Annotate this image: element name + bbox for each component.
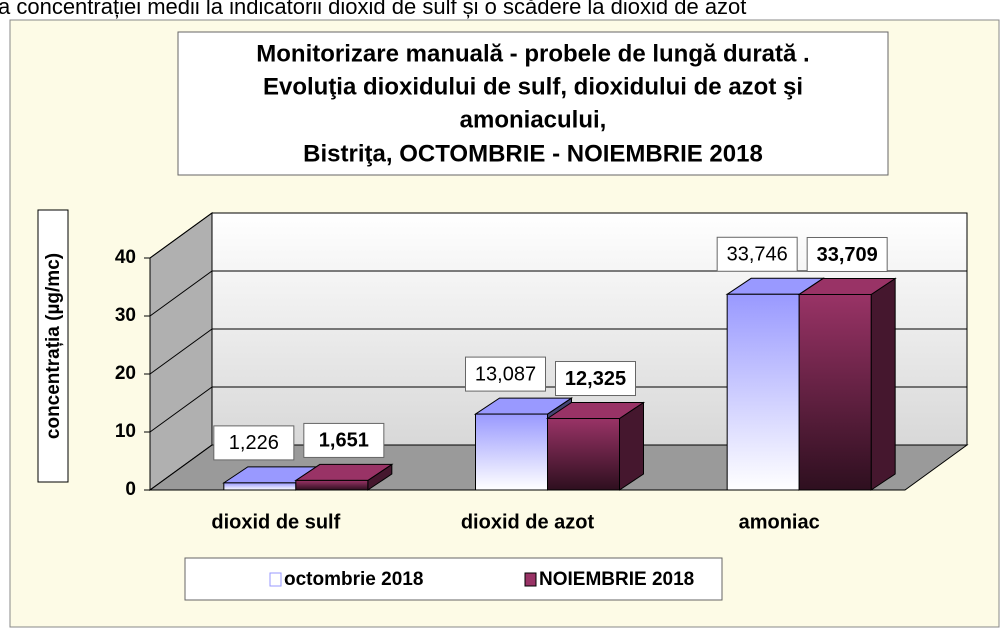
bar <box>726 293 800 491</box>
plot: 0 10 20 30 40 1,226 1,651 13,087 12,325 33,746 33,… <box>115 212 969 500</box>
grid-line <box>149 212 967 259</box>
y-tick-label: 20 <box>115 363 136 384</box>
title-box <box>177 31 889 176</box>
bar <box>223 482 297 491</box>
chart-subtitle: Bistriţa, OCTOMBRIE - NOIEMBRIE 2018 <box>303 140 763 167</box>
data-label-box <box>555 361 636 397</box>
bar <box>547 418 620 491</box>
legend-label: octombrie 2018 <box>284 569 423 590</box>
data-label: 33,709 <box>817 244 878 266</box>
data-label: 33,746 <box>727 244 788 266</box>
grid-line <box>149 270 967 317</box>
y-tick-label: 10 <box>115 421 136 442</box>
legend-swatch <box>524 572 537 587</box>
data-label: 1,651 <box>319 430 369 452</box>
bar <box>798 293 872 491</box>
y-tick-label: 30 <box>115 305 136 326</box>
y-tick-label: 0 <box>125 479 136 500</box>
data-label-box <box>716 236 798 272</box>
bar <box>475 413 548 491</box>
chart-subtitle: amoniacului, <box>460 106 607 133</box>
x-tick-label: dioxid de sulf <box>211 511 340 533</box>
chart-title: Monitorizare manuală - probele de lungă … <box>256 40 809 67</box>
data-label-box <box>213 425 295 461</box>
data-label-box <box>465 356 546 392</box>
data-label-box <box>806 236 888 272</box>
y-label-box <box>37 209 69 483</box>
legend-label: NOIEMBRIE 2018 <box>539 569 694 590</box>
legend-swatch <box>269 572 282 587</box>
bar <box>295 479 369 491</box>
grid-line <box>149 386 967 433</box>
x-tick-label: amoniac <box>739 511 820 533</box>
bar-side <box>870 277 896 491</box>
data-label-box <box>303 422 385 458</box>
chart-subtitle: Evoluţia dioxidului de sulf, dioxidului … <box>263 73 803 100</box>
y-tick-label: 40 <box>115 247 136 268</box>
data-label: 1,226 <box>229 432 279 454</box>
caption: a concentrației medii la indicatorii dio… <box>0 0 746 19</box>
grid-line <box>149 328 967 375</box>
x-tick-label: dioxid de azot <box>461 511 595 533</box>
y-axis-label: concentrația (µg/mc) <box>43 253 64 439</box>
grid-line <box>149 444 967 491</box>
data-label: 13,087 <box>475 363 536 385</box>
data-label: 12,325 <box>565 368 626 390</box>
